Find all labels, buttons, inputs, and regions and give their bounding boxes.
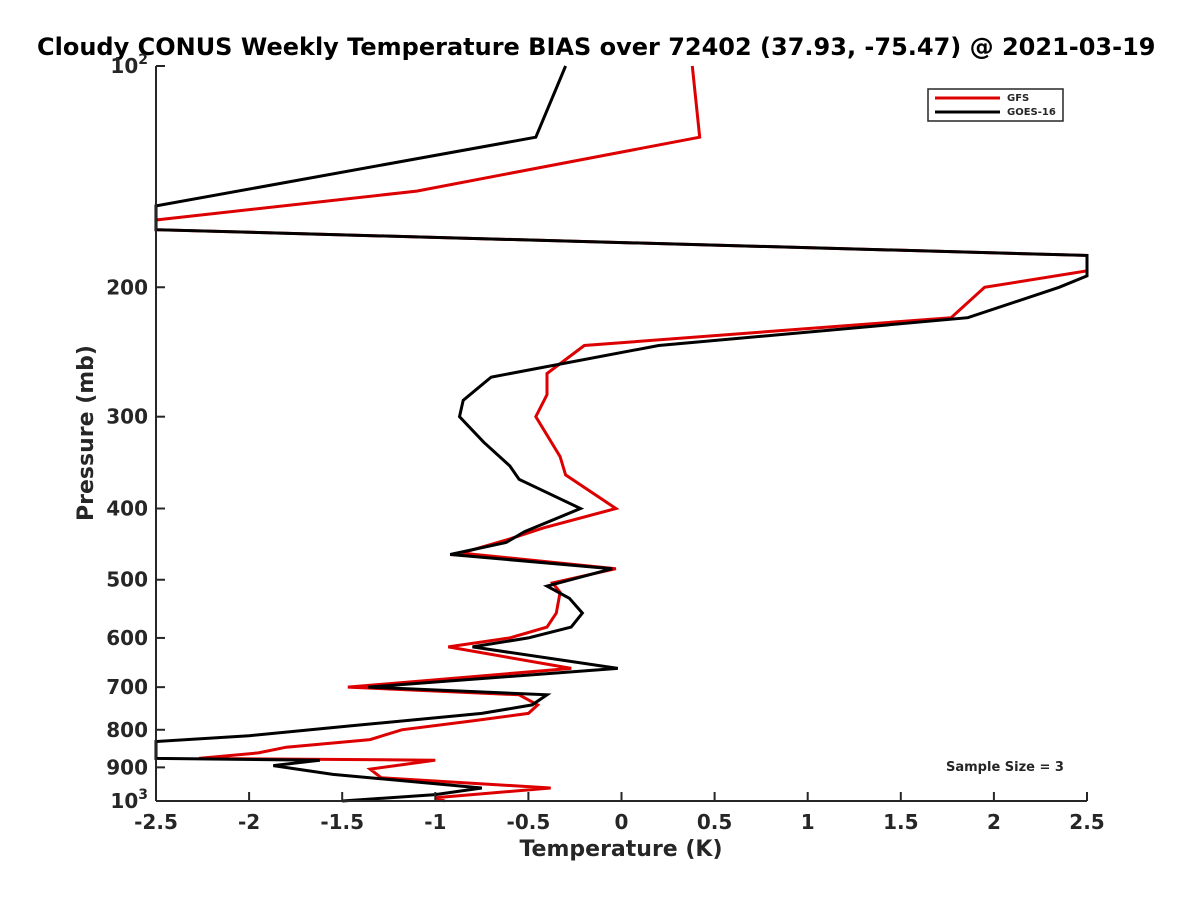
x-tick-label: 2.5: [1069, 810, 1104, 834]
y-tick-label: 200: [106, 275, 148, 299]
x-tick-label: -1: [424, 810, 446, 834]
x-tick-label: -2: [238, 810, 260, 834]
legend-label-goes16: GOES-16: [1007, 107, 1056, 118]
y-axis-label: Pressure (mb): [74, 345, 99, 521]
y-ticks: 102 200 300 400 500 600 700 800 900 103: [106, 52, 165, 813]
plot-lines: [154, 65, 1089, 803]
legend: GFS GOES-16: [927, 88, 1064, 122]
x-tick-label: 2: [987, 810, 1001, 834]
y-tick-label: 500: [106, 568, 148, 592]
y-tick-label: 400: [106, 497, 148, 521]
x-tick-label: -1.5: [320, 810, 364, 834]
y-tick-label: 900: [106, 755, 148, 779]
chart-title: Cloudy CONUS Weekly Temperature BIAS ove…: [37, 33, 1155, 61]
legend-box: [927, 88, 1064, 122]
y-tick-label: 800: [106, 718, 148, 742]
y-tick-label: 102: [110, 52, 148, 78]
y-tick-label: 300: [106, 405, 148, 429]
series-line-gfs: [154, 65, 1089, 803]
axes: [155, 66, 1087, 802]
series-line-goes-16: [154, 65, 1089, 803]
y-tick-label: 600: [106, 626, 148, 650]
legend-label-gfs: GFS: [1007, 93, 1029, 104]
x-tick-label: 0: [615, 810, 629, 834]
x-tick-label: 1.5: [883, 810, 918, 834]
x-ticks: -2.5 -2 -1.5 -1 -0.5 0 0.5 1 1.5 2 2.5: [134, 792, 1105, 834]
sample-size-annotation: Sample Size = 3: [946, 760, 1064, 775]
x-tick-label: 1: [801, 810, 815, 834]
x-axis-label: Temperature (K): [519, 837, 722, 862]
y-tick-label: 103: [110, 787, 148, 813]
x-tick-label: -2.5: [134, 810, 178, 834]
x-tick-label: 0.5: [697, 810, 732, 834]
y-tick-label: 700: [106, 675, 148, 699]
x-tick-label: -0.5: [507, 810, 551, 834]
